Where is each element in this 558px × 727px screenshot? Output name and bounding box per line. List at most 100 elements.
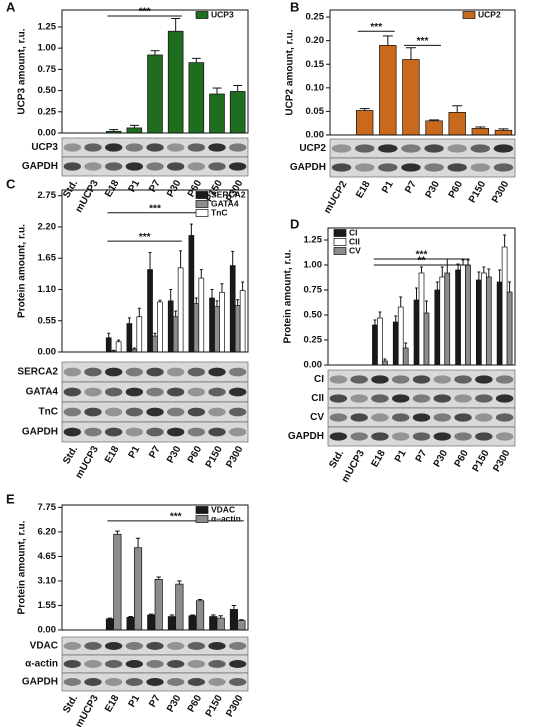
- legend-swatch: [195, 209, 209, 217]
- y-tick-label: 2.75: [38, 190, 57, 201]
- blot-band: [63, 162, 82, 171]
- lane-label: P30: [165, 693, 184, 714]
- lane-label: P300: [490, 179, 511, 205]
- lane-label: P150: [204, 693, 225, 719]
- legend-swatch: [462, 11, 476, 19]
- blot-band: [125, 162, 144, 171]
- blot-band: [208, 678, 226, 686]
- lane-label: P1: [380, 179, 396, 195]
- bar: [175, 583, 184, 631]
- bar: [402, 347, 409, 366]
- lane-label: mUCP2: [322, 179, 350, 216]
- lane-label: P7: [147, 444, 163, 460]
- blot-band: [84, 143, 102, 152]
- blot-band: [470, 163, 491, 172]
- blot-band: [146, 407, 164, 417]
- lane-label: E18: [354, 179, 373, 200]
- blot-band: [63, 367, 82, 377]
- y-tick-label: 0.00: [38, 625, 57, 636]
- lane-label: P150: [467, 179, 488, 205]
- blot-band: [84, 162, 102, 171]
- blot-band: [125, 642, 144, 650]
- y-tick-label: 0.00: [306, 130, 325, 141]
- y-tick-label: 3.10: [38, 575, 57, 586]
- bar: [425, 120, 443, 136]
- legend-label: SERCA2: [211, 189, 246, 199]
- bar: [167, 616, 177, 631]
- y-tick-label: 0.00: [38, 128, 57, 139]
- bar: [147, 269, 153, 353]
- blot-band: [84, 678, 102, 686]
- y-tick-label: 0.15: [306, 59, 325, 70]
- blot-band: [146, 387, 164, 397]
- significance-label: ***: [149, 203, 161, 214]
- bar: [147, 54, 163, 134]
- bar: [229, 91, 246, 134]
- blot-band: [208, 367, 226, 377]
- bar: [229, 265, 236, 353]
- blot-band: [84, 642, 102, 650]
- blot-label: CV: [310, 412, 324, 423]
- lane-label: P7: [147, 178, 163, 194]
- lane-label: P150: [471, 448, 492, 474]
- blot-band: [412, 394, 431, 403]
- blot-band: [104, 642, 123, 650]
- bar: [372, 324, 378, 366]
- bar: [439, 276, 446, 366]
- blot-band: [475, 432, 493, 441]
- bar: [193, 303, 200, 353]
- blot-band: [391, 394, 410, 403]
- bar: [216, 617, 225, 631]
- blot-band: [84, 387, 102, 397]
- blot-band: [166, 407, 185, 417]
- lane-label: P30: [432, 448, 451, 469]
- blot-band: [187, 143, 206, 152]
- y-tick-label: 0.10: [306, 82, 325, 93]
- blot-band: [146, 660, 164, 668]
- bar: [167, 300, 174, 353]
- blot-label: SERCA2: [17, 367, 58, 378]
- blot-label: VDAC: [30, 641, 58, 652]
- significance-label: ***: [170, 511, 182, 522]
- plot-frame: [329, 9, 516, 136]
- panel-label: A: [6, 0, 16, 14]
- blot-band: [412, 432, 431, 441]
- significance-label: ***: [139, 232, 151, 243]
- blot-band: [475, 375, 493, 384]
- bar: [480, 272, 487, 366]
- bar: [234, 305, 241, 353]
- bar: [126, 323, 133, 353]
- blot-band: [125, 407, 144, 417]
- bar: [229, 609, 239, 631]
- bar: [113, 533, 122, 631]
- bar: [209, 297, 215, 353]
- lane-label: Std.: [61, 693, 80, 715]
- plot-frame: [61, 9, 249, 134]
- legend-label: α–actin: [211, 513, 241, 523]
- blot-band: [187, 387, 206, 397]
- lane-label: E18: [103, 693, 122, 714]
- blot-band: [433, 432, 452, 441]
- blot-band: [228, 367, 247, 377]
- blot-band: [470, 144, 491, 153]
- legend-swatch: [333, 247, 347, 255]
- blot-band: [378, 163, 398, 172]
- bar: [209, 616, 218, 631]
- y-tick-label: 0.00: [38, 347, 57, 358]
- panel-label: E: [6, 491, 15, 506]
- blot-band: [104, 387, 123, 397]
- blot-band: [454, 413, 472, 422]
- plot-frame: [327, 227, 516, 366]
- y-tick-label: 1.00: [38, 43, 57, 54]
- blot-band: [63, 660, 82, 668]
- blot-band: [228, 642, 247, 650]
- blot-label: GATA4: [26, 387, 59, 398]
- bar: [105, 618, 115, 631]
- blot-label: GAPDH: [22, 677, 58, 688]
- lane-label: P60: [186, 693, 205, 714]
- blot-band: [228, 162, 247, 171]
- legend-swatch: [195, 191, 209, 199]
- significance-label: ***: [416, 250, 428, 261]
- y-tick-label: 0.05: [306, 106, 325, 117]
- lane-label: P1: [127, 178, 143, 194]
